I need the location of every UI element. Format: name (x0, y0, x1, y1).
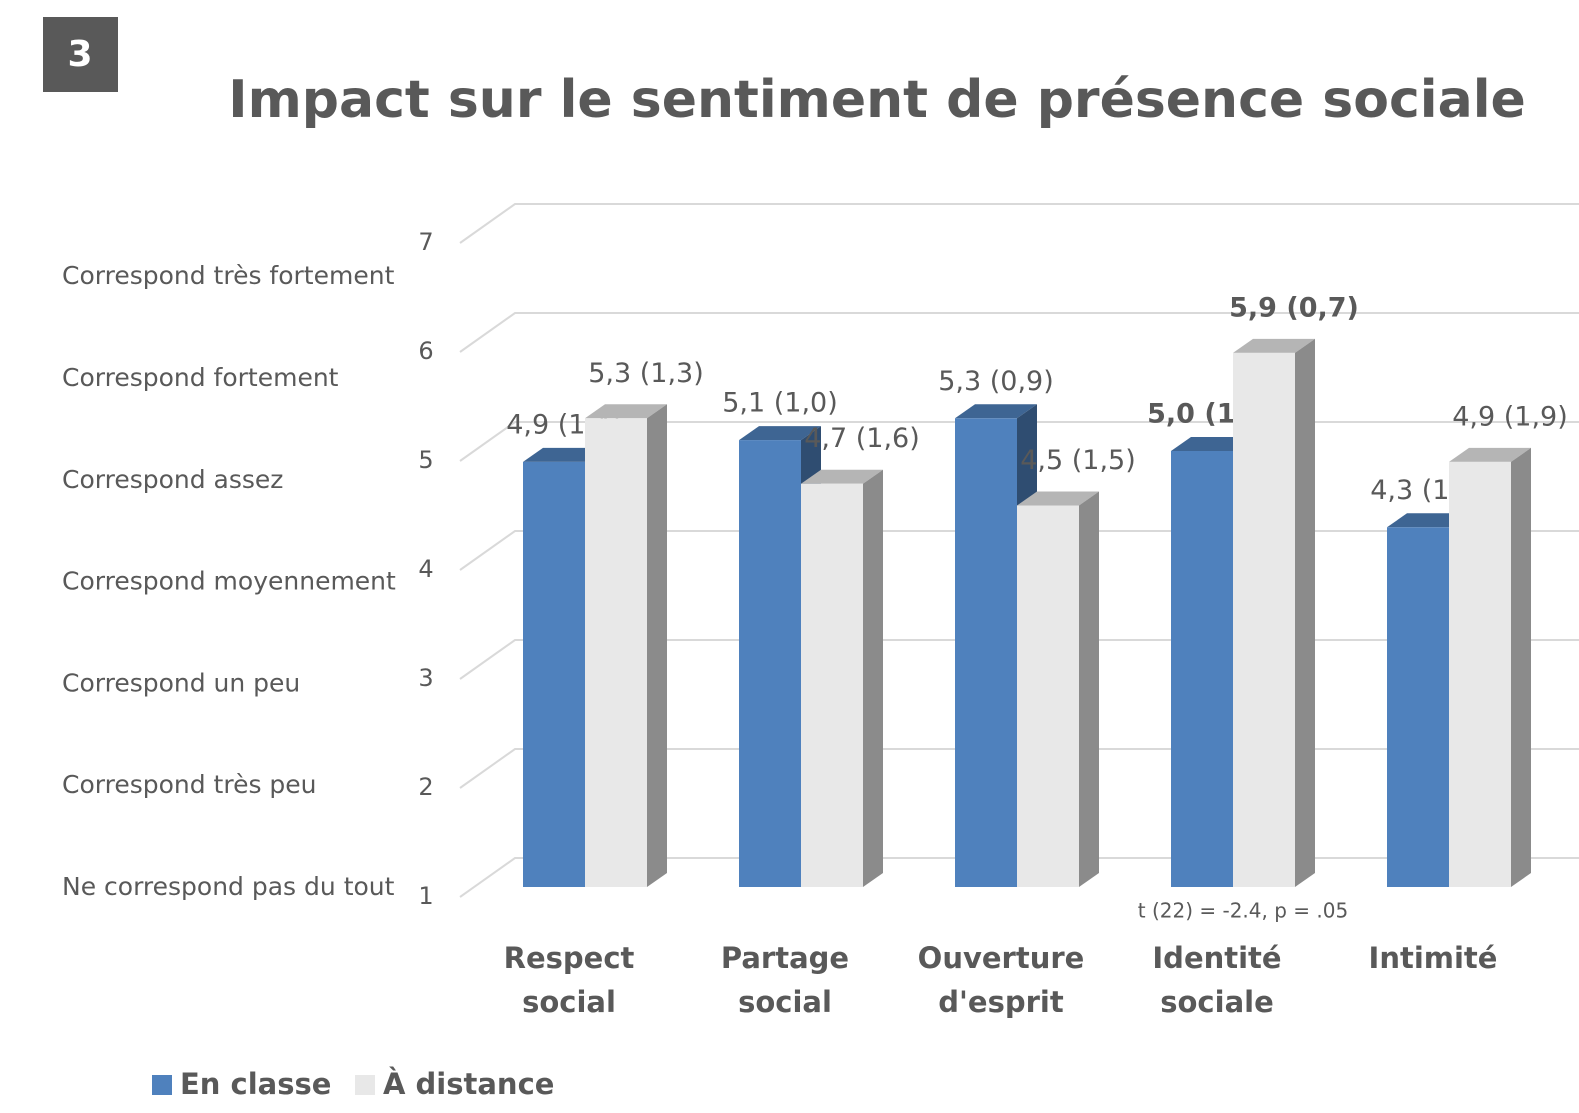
bar-top (801, 469, 883, 484)
bar-top (523, 447, 605, 462)
y-tick-label: 1 (418, 882, 433, 910)
badge: 3 (67, 34, 92, 75)
scale-label: Correspond fortement (62, 363, 339, 392)
bar-front (1233, 352, 1295, 887)
x-tick-label: Partage social (720, 941, 850, 1019)
bar-front (1171, 451, 1233, 887)
bar-side (647, 404, 667, 887)
bar-side (863, 469, 883, 887)
bar-front (801, 483, 863, 887)
legend-swatch (355, 1075, 375, 1095)
bar-front (1449, 461, 1511, 887)
bar-top (1233, 338, 1315, 353)
scale-label: Ne correspond pas du tout (62, 872, 395, 901)
scale-label: Correspond assez (62, 465, 283, 494)
annotation: t (22) = -2.4, p = .05 (1138, 899, 1348, 923)
bar-front (585, 418, 647, 887)
x-tick-label: Respect social (503, 941, 635, 1019)
bar-top (955, 404, 1037, 419)
x-tick-label: Ouverture d'esprit (917, 941, 1085, 1019)
bar-side (1295, 338, 1315, 887)
bar (1017, 491, 1099, 887)
value-label: 5,3 (1,3) (588, 358, 704, 389)
bar-top (1387, 513, 1469, 528)
scale-label: Correspond très peu (62, 770, 317, 799)
scale-label: Correspond un peu (62, 668, 300, 697)
value-label: 4,9 (1,9) (1452, 401, 1568, 432)
grid-line (459, 312, 1579, 353)
scale-label: Correspond très fortement (62, 261, 395, 290)
x-tick-label: Identité sociale (1152, 941, 1282, 1019)
badge-box (43, 17, 118, 92)
bar-top (1449, 447, 1531, 462)
bar-side (1511, 447, 1531, 887)
bar (1449, 447, 1531, 887)
bar-front (739, 440, 801, 887)
bar-front (523, 461, 585, 887)
y-tick-label: 2 (418, 773, 433, 801)
legend-label: À distance (383, 1067, 554, 1101)
bar-top (739, 426, 821, 441)
bar (585, 404, 667, 887)
bar (801, 469, 883, 887)
bar-front (955, 418, 1017, 887)
legend-label: En classe (180, 1067, 331, 1101)
value-label: 5,9 (0,7) (1229, 292, 1359, 323)
y-tick-label: 3 (418, 664, 433, 692)
bar-front (1017, 505, 1079, 887)
bar-front (1387, 527, 1449, 887)
bar-side (1079, 491, 1099, 887)
y-tick-label: 7 (418, 228, 433, 256)
value-label: 5,3 (0,9) (938, 366, 1054, 397)
bar (1233, 338, 1315, 887)
scale-label: Correspond moyennement (62, 567, 396, 596)
value-label: 4,5 (1,5) (1020, 445, 1136, 476)
bar-top (1171, 437, 1253, 451)
x-tick-label: Intimité (1368, 941, 1498, 975)
bar-top (1017, 491, 1099, 506)
y-tick-label: 4 (418, 555, 433, 583)
bar-top (585, 404, 667, 419)
grid-line (459, 421, 1579, 462)
y-tick-label: 6 (418, 337, 433, 365)
value-label: 5,1 (1,0) (722, 388, 838, 419)
chart-title: Impact sur le sentiment de présence soci… (228, 70, 1526, 130)
grid-line (459, 203, 1579, 244)
legend-swatch (152, 1075, 172, 1095)
y-tick-label: 5 (418, 446, 433, 474)
value-label: 4,7 (1,6) (804, 423, 920, 454)
